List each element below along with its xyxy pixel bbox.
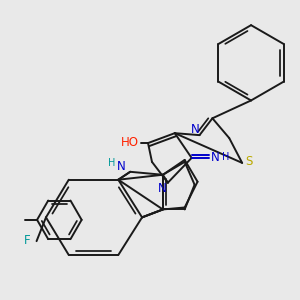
Text: N: N xyxy=(117,160,126,173)
Text: N: N xyxy=(158,182,167,194)
Text: N: N xyxy=(191,123,200,136)
Text: HO: HO xyxy=(121,136,139,149)
Text: S: S xyxy=(245,155,252,169)
Text: F: F xyxy=(24,234,31,247)
Text: N: N xyxy=(211,151,220,164)
Text: H: H xyxy=(222,152,230,162)
Text: H: H xyxy=(108,158,115,169)
